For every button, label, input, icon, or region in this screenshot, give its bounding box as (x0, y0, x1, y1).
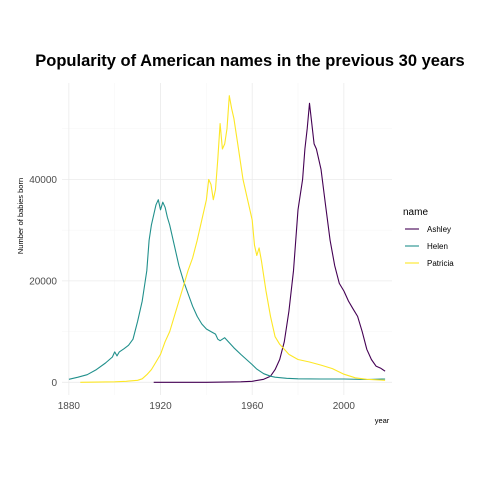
y-tick-label: 40000 (29, 175, 57, 186)
legend-label: Patricia (427, 259, 454, 268)
y-axis-label: Number of babies born (16, 178, 25, 254)
legend: name Ashley Helen Patricia (403, 207, 454, 268)
x-tick-label: 1880 (58, 401, 81, 412)
legend-label: Helen (427, 242, 448, 251)
x-axis-label: year (375, 416, 390, 425)
series-line-patricia (80, 95, 386, 383)
x-tick-label: 2000 (333, 401, 356, 412)
x-tick-label: 1920 (149, 401, 172, 412)
chart-title: Popularity of American names in the prev… (35, 52, 464, 70)
x-tick-label: 1960 (241, 401, 264, 412)
y-tick-label: 0 (51, 378, 57, 389)
y-tick-label: 20000 (29, 276, 57, 287)
legend-title: name (403, 207, 428, 218)
series-line-helen (68, 199, 386, 381)
series-line-ashley (153, 102, 386, 383)
legend-label: Ashley (427, 225, 451, 234)
plot-area: 0 20000 40000 1880 1920 1960 2000 (29, 83, 392, 412)
